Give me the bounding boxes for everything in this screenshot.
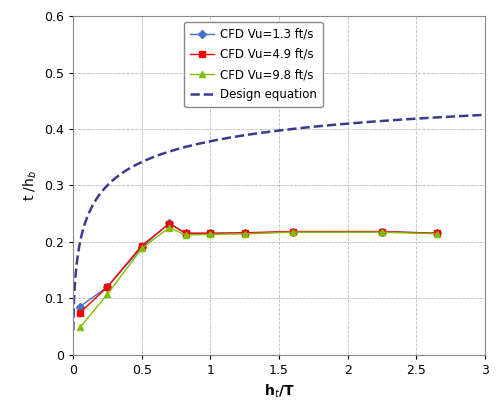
CFD Vu=4.9 ft/s (379, 229, 385, 234)
CFD Vu=4.9 ft/s (166, 221, 172, 226)
CFD Vu=9.8 ft/s (434, 231, 440, 236)
Line: CFD Vu=9.8 ft/s: CFD Vu=9.8 ft/s (77, 225, 440, 330)
CFD Vu=1.3 ft/s (138, 245, 144, 250)
CFD Vu=9.8 ft/s (379, 230, 385, 235)
CFD Vu=4.9 ft/s (242, 230, 248, 235)
CFD Vu=9.8 ft/s (242, 231, 248, 236)
Line: CFD Vu=1.3 ft/s: CFD Vu=1.3 ft/s (77, 220, 440, 309)
CFD Vu=4.9 ft/s (434, 231, 440, 236)
CFD Vu=9.8 ft/s (104, 292, 110, 297)
CFD Vu=4.9 ft/s (208, 231, 214, 236)
X-axis label: h$_t$/T: h$_t$/T (264, 382, 294, 399)
CFD Vu=1.3 ft/s (77, 304, 83, 309)
CFD Vu=9.8 ft/s (77, 325, 83, 330)
Design equation (70, 328, 76, 333)
Design equation (266, 129, 272, 134)
CFD Vu=1.3 ft/s (104, 285, 110, 290)
CFD Vu=1.3 ft/s (242, 231, 248, 236)
CFD Vu=4.9 ft/s (104, 285, 110, 290)
CFD Vu=4.9 ft/s (77, 310, 83, 316)
Design equation (268, 129, 274, 134)
Design equation (408, 116, 414, 122)
Design equation (482, 112, 488, 117)
Line: CFD Vu=4.9 ft/s: CFD Vu=4.9 ft/s (77, 221, 440, 316)
CFD Vu=1.3 ft/s (182, 231, 188, 236)
CFD Vu=1.3 ft/s (379, 229, 385, 234)
Y-axis label: t /h$_b$: t /h$_b$ (21, 170, 38, 201)
CFD Vu=1.3 ft/s (290, 229, 296, 234)
Design equation (472, 113, 478, 118)
CFD Vu=4.9 ft/s (182, 231, 188, 236)
Design equation (316, 124, 322, 129)
CFD Vu=9.8 ft/s (166, 225, 172, 230)
CFD Vu=9.8 ft/s (290, 230, 296, 235)
CFD Vu=1.3 ft/s (166, 220, 172, 225)
CFD Vu=4.9 ft/s (138, 243, 144, 248)
CFD Vu=9.8 ft/s (138, 246, 144, 251)
Design equation (293, 126, 299, 131)
CFD Vu=9.8 ft/s (182, 233, 188, 238)
Legend: CFD Vu=1.3 ft/s, CFD Vu=4.9 ft/s, CFD Vu=9.8 ft/s, Design equation: CFD Vu=1.3 ft/s, CFD Vu=4.9 ft/s, CFD Vu… (184, 22, 322, 107)
CFD Vu=1.3 ft/s (434, 231, 440, 236)
Line: Design equation: Design equation (73, 115, 485, 331)
CFD Vu=4.9 ft/s (290, 229, 296, 234)
CFD Vu=1.3 ft/s (208, 231, 214, 236)
CFD Vu=9.8 ft/s (208, 232, 214, 237)
